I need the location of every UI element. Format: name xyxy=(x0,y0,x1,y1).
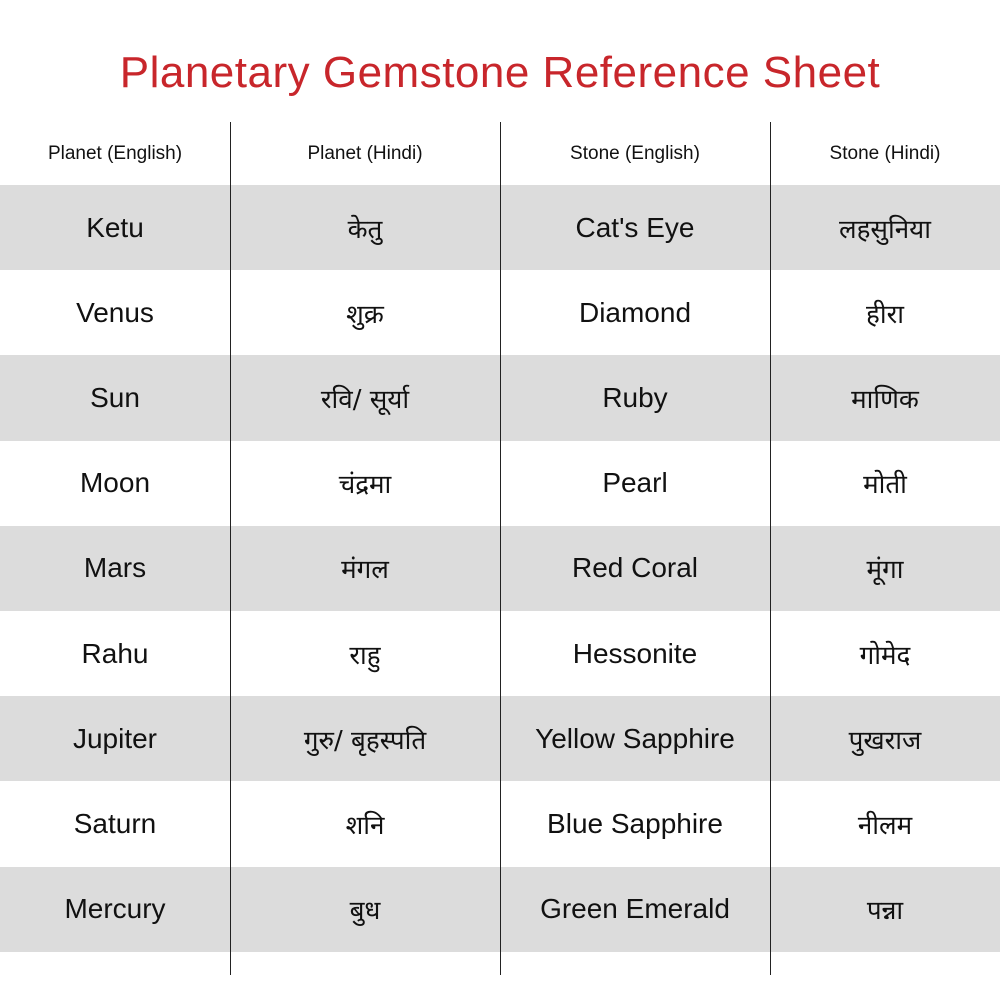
cell-planet-hindi: शनि xyxy=(345,810,385,841)
header-planet-hindi: Planet (Hindi) xyxy=(307,142,423,164)
cell-stone-english: Red Coral xyxy=(571,552,699,584)
cell-stone-english: Yellow Sapphire xyxy=(535,722,735,754)
header-planet-english: Planet (English) xyxy=(47,142,183,164)
cell-planet-english: Moon xyxy=(79,467,151,499)
table-row: Rahu राहु Hessonite गोमेद xyxy=(0,611,1000,696)
cell-planet-hindi: गुरु/ बृहस्पति xyxy=(303,725,427,756)
cell-stone-hindi: मोती xyxy=(863,470,907,501)
cell-planet-english: Jupiter xyxy=(72,722,158,754)
column-divider xyxy=(230,122,231,975)
cell-stone-english: Ruby xyxy=(602,381,668,413)
column-divider xyxy=(500,122,501,975)
cell-planet-hindi: बुध xyxy=(349,896,381,927)
cell-stone-english: Diamond xyxy=(578,296,692,328)
cell-stone-hindi: मूंगा xyxy=(866,555,904,586)
cell-planet-english: Venus xyxy=(76,296,154,328)
cell-planet-english: Mercury xyxy=(64,893,166,925)
table-row: Saturn शनि Blue Sapphire नीलम xyxy=(0,781,1000,866)
table-row: Moon चंद्रमा Pearl मोती xyxy=(0,441,1000,526)
cell-planet-english: Ketu xyxy=(86,211,144,243)
header-stone-hindi: Stone (Hindi) xyxy=(829,142,941,164)
page-title: Planetary Gemstone Reference Sheet xyxy=(119,48,881,97)
cell-stone-hindi: पन्ना xyxy=(866,896,904,927)
cell-stone-english: Cat's Eye xyxy=(575,211,695,243)
table-row: Venus शुक्र Diamond हीरा xyxy=(0,270,1000,355)
cell-stone-hindi: पुखराज xyxy=(848,725,922,756)
table-header: Planet (English) Planet (Hindi) Stone (E… xyxy=(0,122,1000,185)
cell-planet-english: Sun xyxy=(90,381,140,413)
header-stone-english: Stone (English) xyxy=(570,142,700,164)
cell-stone-english: Pearl xyxy=(602,467,668,499)
cell-planet-hindi: मंगल xyxy=(341,555,389,586)
cell-stone-english: Blue Sapphire xyxy=(547,807,723,839)
cell-planet-hindi: शुक्र xyxy=(346,299,384,330)
cell-stone-hindi: माणिक xyxy=(851,384,919,415)
cell-stone-hindi: लहसुनिया xyxy=(839,214,931,245)
cell-stone-english: Green Emerald xyxy=(540,893,730,925)
cell-planet-hindi: केतु xyxy=(347,214,383,245)
cell-planet-hindi: राहु xyxy=(349,640,381,671)
cell-stone-hindi: हीरा xyxy=(866,299,904,330)
column-divider xyxy=(770,122,771,975)
cell-planet-english: Rahu xyxy=(81,637,149,669)
cell-planet-english: Saturn xyxy=(73,807,157,839)
cell-planet-hindi: चंद्रमा xyxy=(338,470,392,501)
cell-planet-hindi: रवि/ सूर्या xyxy=(320,384,410,415)
cell-stone-english: Hessonite xyxy=(572,637,698,669)
cell-stone-hindi: नीलम xyxy=(857,810,913,841)
cell-stone-hindi: गोमेद xyxy=(859,640,911,671)
cell-planet-english: Mars xyxy=(83,552,147,584)
